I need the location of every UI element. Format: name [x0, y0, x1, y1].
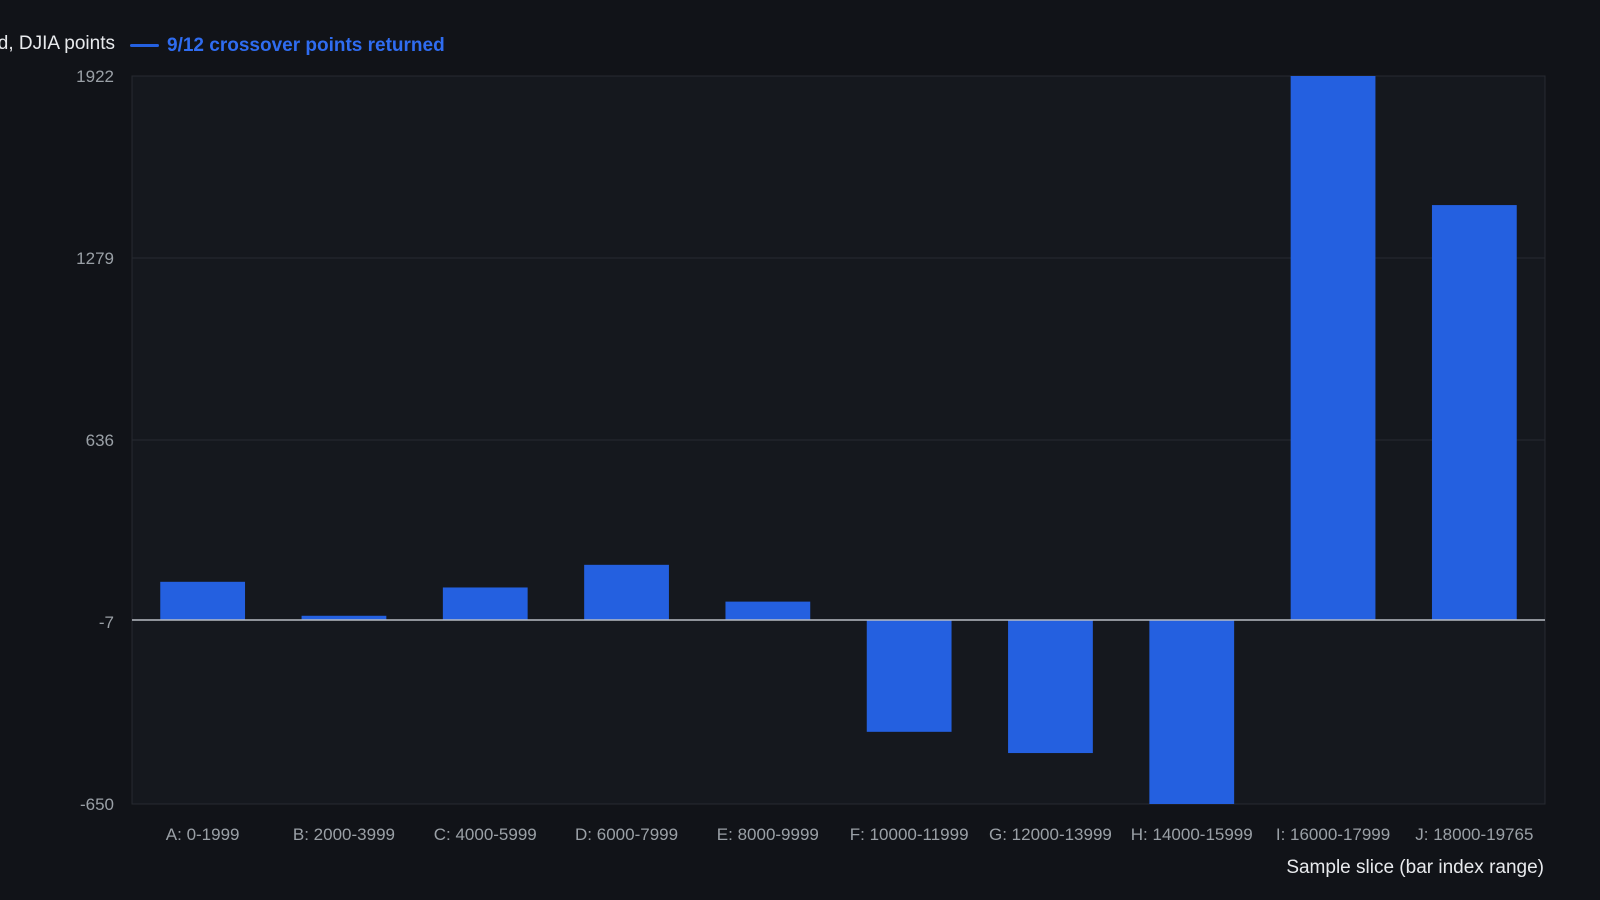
bar — [1290, 76, 1376, 621]
x-tick-label: G: 12000-13999 — [989, 825, 1112, 844]
bar — [725, 601, 811, 621]
x-tick-label: J: 18000-19765 — [1415, 825, 1533, 844]
y-axis-label: d, DJIA points — [0, 33, 115, 54]
x-tick-label: F: 10000-11999 — [850, 825, 969, 844]
bar — [301, 615, 387, 621]
x-tick-label: E: 8000-9999 — [717, 825, 819, 844]
y-tick-label: 1279 — [76, 249, 114, 268]
x-tick-label: D: 6000-7999 — [575, 825, 678, 844]
x-tick-label: I: 16000-17999 — [1276, 825, 1390, 844]
bar — [1149, 620, 1235, 804]
bar — [442, 587, 528, 621]
x-tick-label: H: 14000-15999 — [1131, 825, 1253, 844]
plot-area: -650 -7 636 1279 1922 A: 0-1999 B: 2000-3999 C:… — [76, 67, 1546, 844]
y-tick-label: 1922 — [76, 67, 114, 86]
x-tick-label: A: 0-1999 — [166, 825, 240, 844]
y-tick-label: 636 — [86, 431, 114, 450]
legend-swatch — [130, 44, 159, 47]
bar — [584, 564, 669, 621]
x-tick-label: B: 2000-3999 — [293, 825, 395, 844]
bar — [866, 620, 952, 732]
y-tick-label: -650 — [80, 795, 114, 814]
bar — [160, 581, 246, 621]
y-tick-label: -7 — [99, 613, 114, 632]
x-tick-label: C: 4000-5999 — [434, 825, 537, 844]
bar — [1008, 620, 1093, 754]
legend-label: 9/12 crossover points returned — [167, 35, 445, 56]
x-axis-label: Sample slice (bar index range) — [1286, 857, 1544, 878]
bar — [1431, 205, 1517, 621]
